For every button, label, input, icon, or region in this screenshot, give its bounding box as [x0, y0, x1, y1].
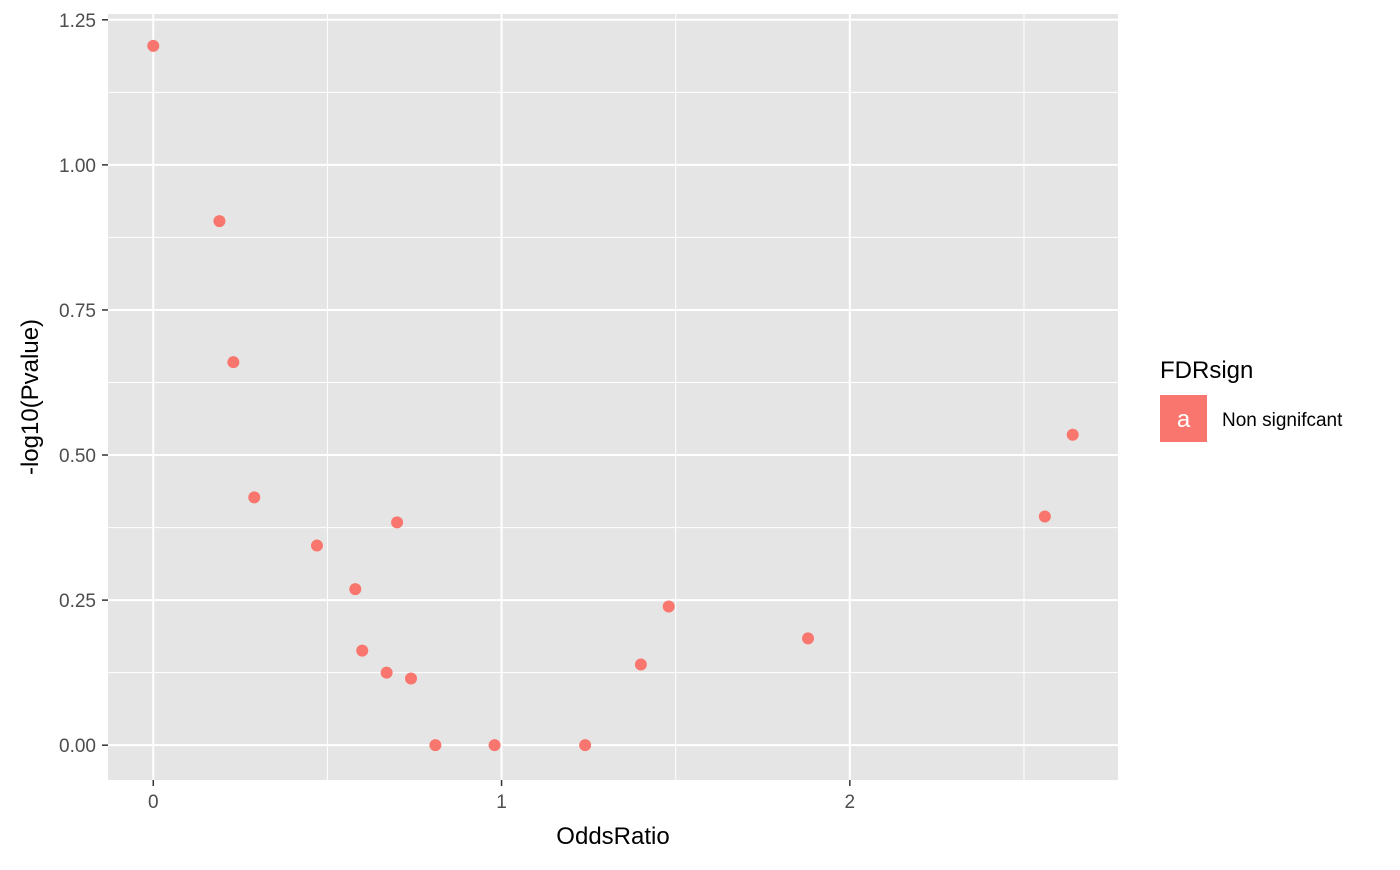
data-point — [802, 632, 815, 645]
data-point — [488, 739, 501, 752]
data-point — [634, 658, 647, 671]
data-point — [1038, 510, 1051, 523]
data-point — [248, 491, 261, 504]
data-point — [429, 739, 442, 752]
data-point — [662, 600, 675, 613]
y-axis-title: -log10(Pvalue) — [17, 319, 44, 475]
legend-key — [1160, 395, 1207, 442]
panel-background — [108, 14, 1118, 780]
y-tick-label: 1.25 — [59, 11, 96, 32]
axes: 0 1 2 0.00 0.25 0.50 0.75 1.00 1.25 OddsRatio -log… — [17, 11, 855, 850]
y-tick-label: 0.00 — [59, 736, 96, 757]
data-point — [380, 666, 393, 679]
data-point — [356, 644, 369, 657]
data-points — [147, 39, 1079, 752]
y-tick-label: 1.00 — [59, 156, 96, 177]
x-tick-label: 2 — [845, 792, 856, 813]
x-tick-label: 0 — [148, 792, 159, 813]
data-point — [579, 739, 592, 752]
data-point — [147, 39, 160, 52]
data-point — [227, 356, 240, 369]
data-point — [391, 516, 404, 529]
legend-key-glyph: a — [1177, 406, 1191, 433]
y-tick-label: 0.50 — [59, 446, 96, 467]
legend: FDRsign a Non signifcant — [1160, 357, 1343, 442]
y-tick-label: 0.75 — [59, 301, 96, 322]
data-point — [310, 539, 323, 552]
legend-entry-label: Non signifcant — [1222, 410, 1343, 431]
y-tick-label: 0.25 — [59, 591, 96, 612]
data-point — [213, 215, 226, 228]
x-axis-title: OddsRatio — [556, 823, 669, 850]
x-tick-label: 1 — [496, 792, 507, 813]
plot-panel — [108, 14, 1118, 780]
data-point — [405, 672, 417, 685]
data-point — [349, 583, 362, 596]
data-point — [1066, 428, 1079, 441]
legend-title: FDRsign — [1160, 357, 1253, 384]
